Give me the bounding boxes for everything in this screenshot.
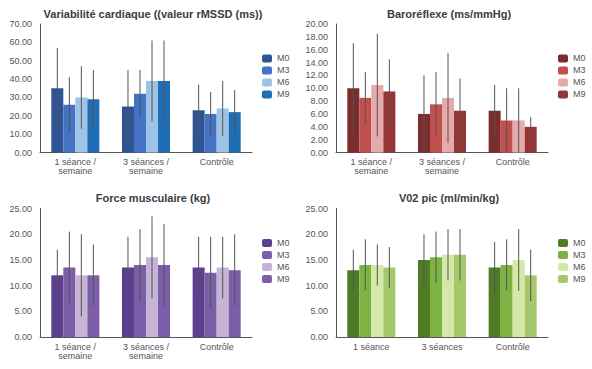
svg-text:20.00: 20.00 <box>9 111 32 121</box>
svg-text:40.00: 40.00 <box>9 74 32 84</box>
svg-text:1 séance: 1 séance <box>353 342 390 352</box>
svg-text:16.00: 16.00 <box>305 45 328 55</box>
svg-text:semaine: semaine <box>129 166 163 176</box>
svg-text:M0: M0 <box>573 53 586 63</box>
svg-text:1 séance /: 1 séance / <box>350 157 393 167</box>
svg-text:15.00: 15.00 <box>305 255 328 265</box>
svg-text:0.00: 0.00 <box>310 332 328 342</box>
svg-text:Baroréflexe (ms/mmHg): Baroréflexe (ms/mmHg) <box>387 8 511 20</box>
svg-text:M0: M0 <box>277 238 290 248</box>
svg-text:M6: M6 <box>573 77 586 87</box>
svg-text:3 séances /: 3 séances / <box>419 157 465 167</box>
svg-text:M6: M6 <box>277 77 290 87</box>
svg-text:14.00: 14.00 <box>305 58 328 68</box>
svg-text:5.00: 5.00 <box>310 306 328 316</box>
svg-text:18.00: 18.00 <box>305 32 328 42</box>
svg-text:M3: M3 <box>277 65 290 75</box>
svg-text:0.00: 0.00 <box>14 148 32 158</box>
svg-text:M6: M6 <box>277 262 290 272</box>
svg-text:20.00: 20.00 <box>9 229 32 239</box>
svg-text:Contrôle: Contrôle <box>200 157 234 167</box>
svg-text:6.00: 6.00 <box>310 109 328 119</box>
svg-text:10.00: 10.00 <box>9 129 32 139</box>
svg-text:0.00: 0.00 <box>14 332 32 342</box>
svg-text:1 séance /: 1 séance / <box>54 341 97 352</box>
svg-text:M0: M0 <box>573 238 586 248</box>
svg-text:semaine: semaine <box>354 166 388 176</box>
svg-text:25.00: 25.00 <box>9 204 32 214</box>
svg-text:Contrôle: Contrôle <box>496 157 530 167</box>
svg-text:70.00: 70.00 <box>9 19 32 29</box>
svg-text:3 séances: 3 séances <box>421 342 463 352</box>
svg-text:M9: M9 <box>573 274 586 284</box>
svg-text:Contrôle: Contrôle <box>496 342 530 352</box>
svg-text:60.00: 60.00 <box>9 37 32 47</box>
svg-text:10.00: 10.00 <box>9 281 32 291</box>
svg-text:2.00: 2.00 <box>310 135 328 145</box>
svg-text:M9: M9 <box>573 89 586 99</box>
svg-text:20.00: 20.00 <box>305 229 328 239</box>
svg-text:M3: M3 <box>277 250 290 260</box>
svg-text:10.00: 10.00 <box>305 83 328 93</box>
svg-text:M9: M9 <box>277 89 290 99</box>
svg-text:30.00: 30.00 <box>9 92 32 102</box>
svg-text:50.00: 50.00 <box>9 56 32 66</box>
svg-text:M3: M3 <box>573 250 586 260</box>
svg-text:0.00: 0.00 <box>310 148 328 158</box>
svg-text:15.00: 15.00 <box>9 255 32 265</box>
svg-text:10.00: 10.00 <box>305 281 328 291</box>
svg-text:V02 pic (ml/min/kg): V02 pic (ml/min/kg) <box>399 192 500 204</box>
svg-text:Force musculaire (kg): Force musculaire (kg) <box>96 192 211 204</box>
svg-text:5.00: 5.00 <box>14 306 32 316</box>
svg-text:Variabilité cardiaque ((valeur: Variabilité cardiaque ((valeur rMSSD (ms… <box>44 8 263 20</box>
svg-text:M6: M6 <box>573 262 586 272</box>
svg-text:20.00: 20.00 <box>305 19 328 29</box>
svg-text:semaine: semaine <box>58 351 92 361</box>
svg-text:3 séances /: 3 séances / <box>123 157 169 167</box>
svg-text:M9: M9 <box>277 274 290 284</box>
svg-text:1 séance /: 1 séance / <box>54 157 97 167</box>
svg-text:8.00: 8.00 <box>310 96 328 106</box>
svg-text:M0: M0 <box>277 53 290 63</box>
svg-text:semaine: semaine <box>58 166 92 176</box>
svg-text:semaine: semaine <box>129 351 163 361</box>
svg-text:25.00: 25.00 <box>305 204 328 214</box>
svg-text:4.00: 4.00 <box>310 122 328 132</box>
svg-text:semaine: semaine <box>425 166 459 176</box>
svg-text:M3: M3 <box>573 65 586 75</box>
svg-text:12.00: 12.00 <box>305 70 328 80</box>
svg-text:3 séances /: 3 séances / <box>123 341 169 352</box>
svg-text:Contrôle: Contrôle <box>200 342 234 352</box>
